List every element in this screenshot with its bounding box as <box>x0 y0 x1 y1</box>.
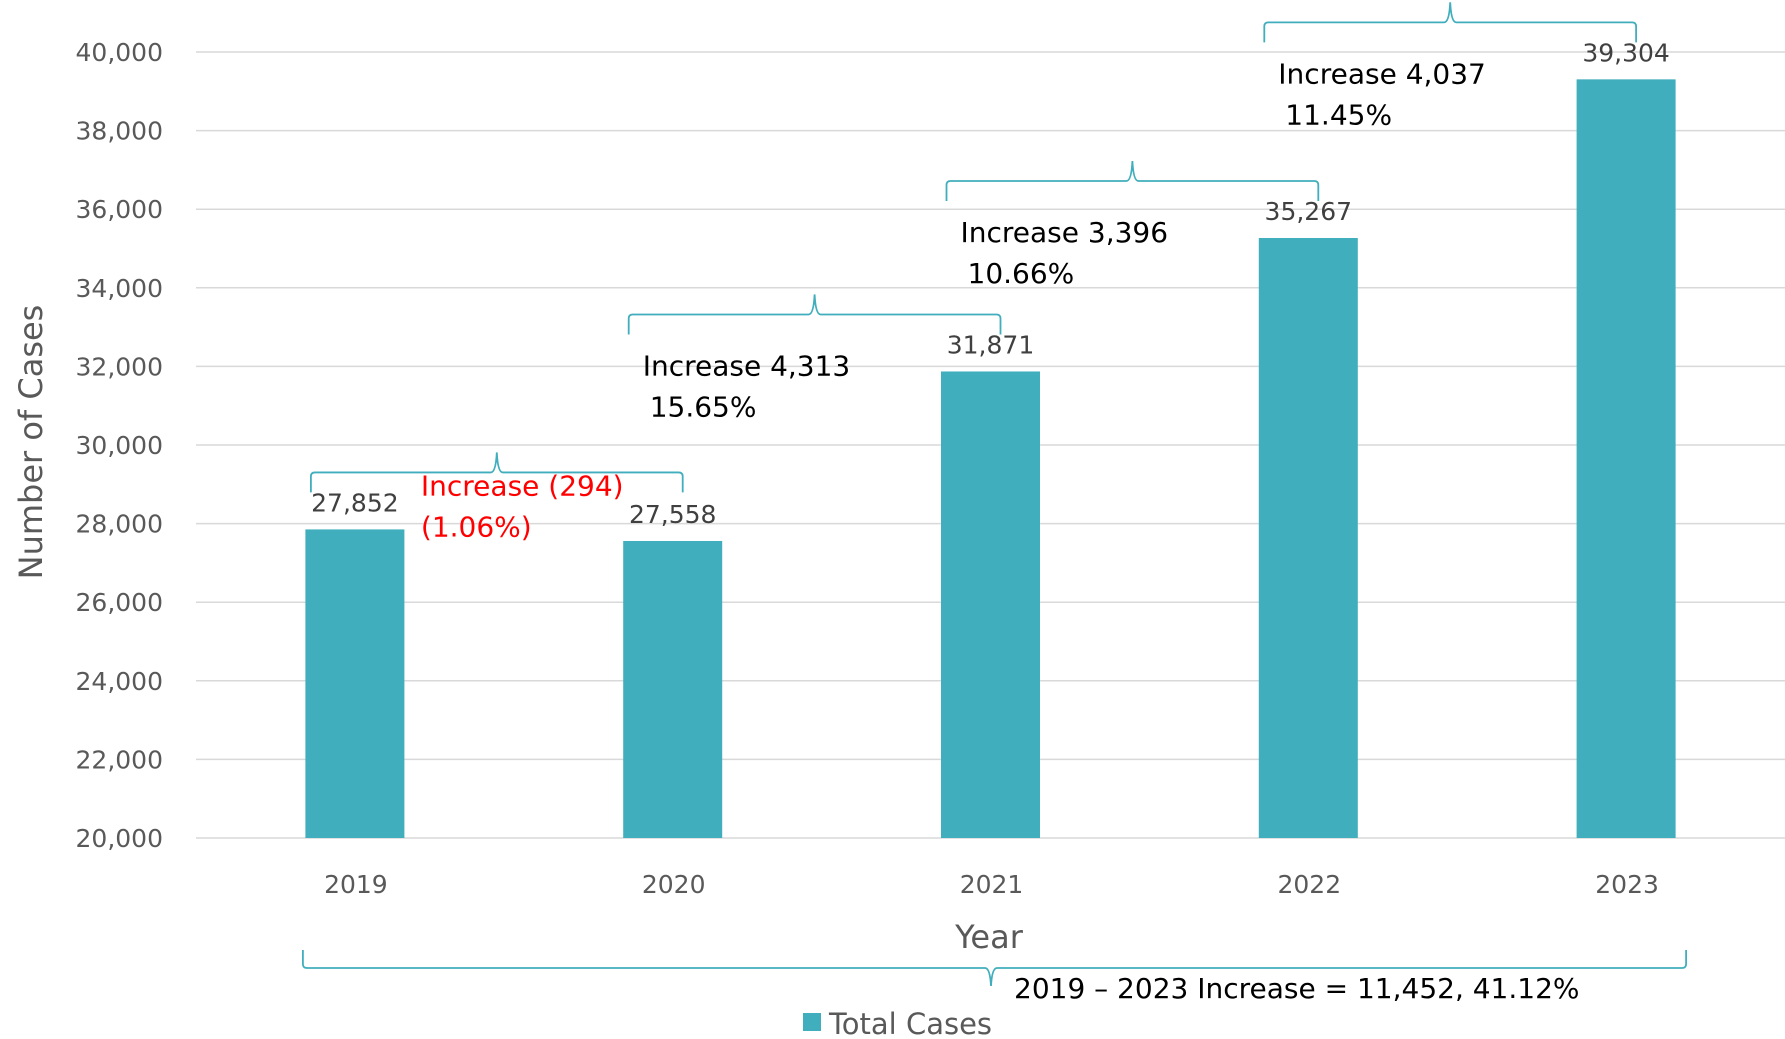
data-label-2022: 35,267 <box>1265 197 1352 226</box>
y-tick-label: 20,000 <box>76 824 163 853</box>
increase-annotation-2022-2023-amount: Increase 4,037 <box>1278 57 1486 90</box>
increase-bracket-2020-2021 <box>627 294 1002 335</box>
x-tick-label-2019: 2019 <box>324 870 388 899</box>
x-tick-label-2022: 2022 <box>1277 870 1341 899</box>
x-tick-label-2020: 2020 <box>642 870 706 899</box>
increase-annotation-2020-2021-percent: 15.65% <box>650 390 757 423</box>
y-tick-label: 34,000 <box>76 274 163 303</box>
y-tick-label: 22,000 <box>76 745 163 774</box>
y-tick-label: 36,000 <box>76 195 163 224</box>
increase-annotation-2019-2020-percent: (1.06%) <box>421 510 532 543</box>
increase-annotation-2021-2022-amount: Increase 3,396 <box>961 216 1169 249</box>
x-tick-label-2023: 2023 <box>1595 870 1659 899</box>
bar-2020 <box>623 540 723 838</box>
bars <box>305 79 1676 839</box>
y-tick-label: 32,000 <box>76 352 163 381</box>
data-labels: 27,852 27,558 31,871 35,267 39,304 <box>311 38 1670 529</box>
increase-annotation-2019-2020-amount: Increase (294) <box>421 469 624 502</box>
legend-swatch <box>803 1013 821 1031</box>
y-tick-label: 26,000 <box>76 588 163 617</box>
increase-annotation-2020-2021-amount: Increase 4,313 <box>643 349 851 382</box>
x-axis-title: Year <box>954 918 1024 956</box>
increase-bracket-2019-2020 <box>310 452 684 493</box>
y-axis-title: Number of Cases <box>12 305 50 580</box>
data-label-2021: 31,871 <box>947 330 1034 359</box>
increase-bracket-2021-2022 <box>945 160 1320 202</box>
bar-2021 <box>941 371 1040 838</box>
bar-2022 <box>1258 238 1358 838</box>
y-tick-label: 24,000 <box>76 667 163 696</box>
increase-brackets: Increase (294) (1.06%) Increase 4,313 15.65… <box>302 2 1687 987</box>
y-tick-label: 28,000 <box>76 510 163 539</box>
bar-2023 <box>1576 79 1676 839</box>
data-label-2019: 27,852 <box>311 488 398 517</box>
y-tick-label: 38,000 <box>76 117 163 146</box>
total-increase-annotation: 2019 – 2023 Increase = 11,452, 41.12% <box>1014 972 1580 1005</box>
total-increase-bracket <box>302 950 1687 987</box>
legend: Total Cases <box>803 1007 992 1039</box>
y-tick-label: 40,000 <box>76 38 163 67</box>
data-label-2020: 27,558 <box>629 500 716 529</box>
data-label-2023: 39,304 <box>1582 38 1669 67</box>
axis-ticks: 20,000 22,000 24,000 26,000 28,000 30,000 32,0… <box>76 38 1659 899</box>
increase-annotation-2021-2022-percent: 10.66% <box>968 257 1075 290</box>
x-tick-label-2021: 2021 <box>960 870 1024 899</box>
y-tick-label: 30,000 <box>76 431 163 460</box>
legend-label: Total Cases <box>828 1007 992 1039</box>
increase-annotation-2022-2023-percent: 11.45% <box>1285 98 1392 131</box>
increase-bracket-2022-2023 <box>1263 2 1637 43</box>
bar-2019 <box>305 529 405 838</box>
